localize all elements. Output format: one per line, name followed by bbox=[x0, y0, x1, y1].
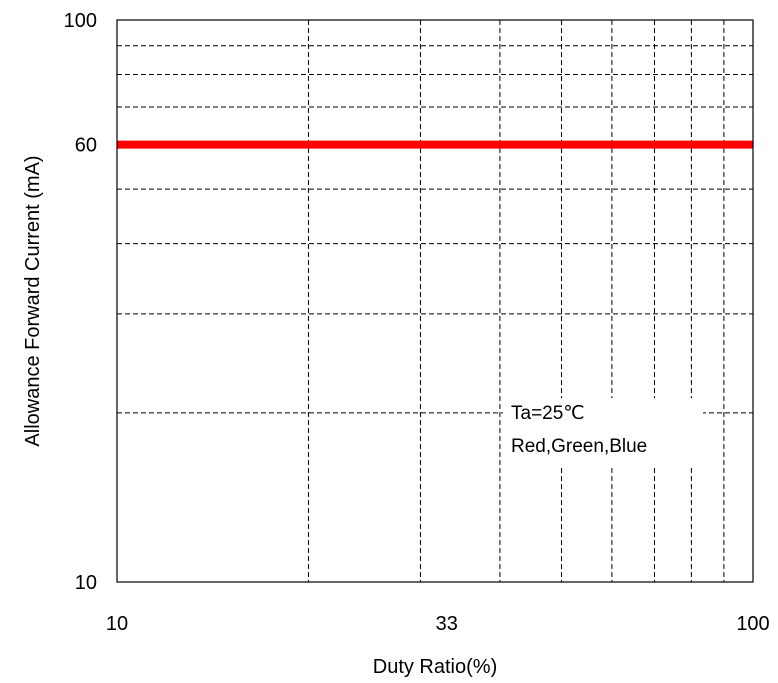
annotation-background bbox=[503, 398, 703, 468]
y-tick-label: 100 bbox=[64, 10, 97, 32]
x-axis-title: Duty Ratio(%) bbox=[373, 656, 497, 678]
grid-lines bbox=[117, 20, 753, 582]
x-tick-label: 10 bbox=[106, 613, 128, 635]
plot-frame bbox=[116, 19, 754, 583]
x-tick-label: 33 bbox=[436, 613, 458, 635]
x-tick-label: 100 bbox=[736, 613, 769, 635]
annotation-colors: Red,Green,Blue bbox=[511, 436, 647, 457]
annotation-box: Ta=25℃ Red,Green,Blue bbox=[503, 398, 703, 468]
annotation-temperature: Ta=25℃ bbox=[511, 403, 585, 424]
y-tick-labels: 10 60 100 bbox=[64, 10, 97, 594]
y-tick-label: 60 bbox=[75, 135, 97, 157]
x-tick-labels: 10 33 100 bbox=[106, 613, 770, 635]
y-axis-title: Allowance Forward Current (mA) bbox=[22, 155, 44, 446]
y-tick-label: 10 bbox=[75, 572, 97, 594]
